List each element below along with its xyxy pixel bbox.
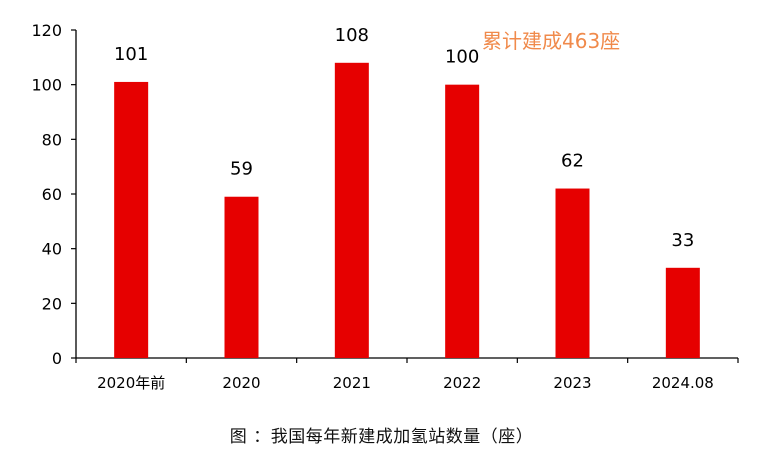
- bar: [445, 84, 480, 359]
- bar-value-label: 33: [671, 230, 694, 251]
- x-category-label: 2020年前: [97, 374, 165, 392]
- y-axis: 0 20 40 60 80 100 120: [31, 21, 77, 368]
- x-axis: 2020年前 2020 2021 2022 2023 2024.08: [75, 357, 739, 392]
- y-tick-label: 0: [52, 349, 62, 368]
- x-category-label: 2020: [222, 374, 260, 392]
- bar: [555, 188, 590, 358]
- y-tick-label: 80: [42, 130, 62, 149]
- x-category-label: 2022: [443, 374, 481, 392]
- bar: [334, 62, 369, 359]
- chart-caption: 图 ：我国每年新建成加氢站数量（座）: [229, 427, 534, 447]
- x-category-label: 2023: [553, 374, 591, 392]
- y-tick-label: 20: [42, 294, 62, 313]
- data-labels: 101 59 108 100 62 33: [114, 25, 694, 251]
- bar-value-label: 59: [230, 159, 253, 180]
- x-category-label: 2024.08: [652, 374, 714, 392]
- y-tick-label: 40: [42, 240, 62, 259]
- bar-value-label: 62: [561, 151, 584, 172]
- bar-value-label: 101: [114, 44, 148, 65]
- bar-value-label: 108: [335, 25, 369, 46]
- y-tick-label: 120: [31, 21, 62, 40]
- bar: [224, 196, 259, 358]
- bar: [114, 81, 149, 358]
- y-tick-label: 100: [31, 76, 62, 95]
- bar-value-label: 100: [445, 47, 479, 68]
- cumulative-annotation: 累计建成463座: [482, 29, 620, 53]
- bars: [114, 62, 700, 359]
- y-tick-label: 60: [42, 185, 62, 204]
- x-category-label: 2021: [333, 374, 371, 392]
- bar: [665, 267, 700, 358]
